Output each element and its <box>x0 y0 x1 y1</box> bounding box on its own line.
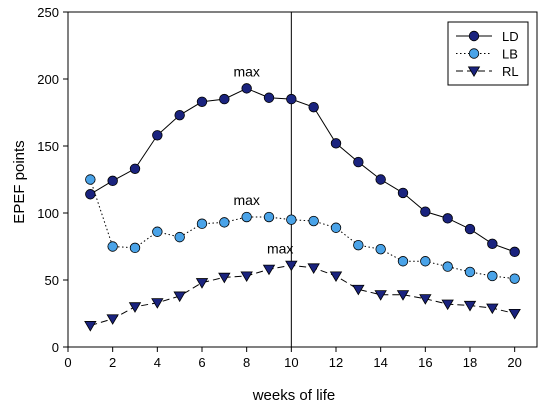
data-point-rl <box>106 314 119 325</box>
data-point-ld <box>174 109 185 121</box>
data-point-lb <box>420 256 431 267</box>
y-tick-label: 50 <box>45 273 59 288</box>
data-point-rl <box>84 321 97 332</box>
data-point-ld <box>219 93 230 105</box>
y-axis-title: EPEF points <box>11 140 28 223</box>
data-point-rl <box>262 264 276 276</box>
data-point-rl <box>352 284 365 296</box>
series-group <box>84 83 521 332</box>
y-tick-label: 200 <box>37 72 59 87</box>
data-point-rl <box>285 260 298 272</box>
series-line-ld <box>90 87 515 253</box>
data-point-rl <box>419 294 432 305</box>
y-tick-label: 150 <box>37 139 59 154</box>
data-point-ld <box>241 83 252 94</box>
legend-marker-ld <box>468 30 480 42</box>
y-tick-label: 0 <box>52 340 59 355</box>
data-point-lb <box>107 241 118 252</box>
max-annotation: max <box>233 63 259 79</box>
data-point-lb <box>375 243 386 255</box>
x-tick-label: 12 <box>329 355 343 370</box>
x-tick-label: 14 <box>373 355 387 370</box>
data-point-rl <box>218 272 231 284</box>
data-point-lb <box>397 256 409 267</box>
legend-label-rl: RL <box>502 64 519 79</box>
data-point-ld <box>397 187 409 199</box>
data-point-lb <box>509 273 520 284</box>
data-point-ld <box>330 138 342 149</box>
max-annotation: max <box>267 240 293 256</box>
data-point-ld <box>107 175 118 187</box>
data-point-rl <box>396 290 410 301</box>
y-tick-label: 250 <box>37 5 59 20</box>
data-point-ld <box>196 96 208 107</box>
data-point-lb <box>219 217 230 228</box>
data-point-lb <box>129 242 141 254</box>
data-point-lb <box>152 226 163 237</box>
x-axis-title: weeks of life <box>252 387 336 404</box>
data-point-ld <box>263 92 275 103</box>
legend-marker-lb <box>468 48 480 59</box>
annotations-group: max max max <box>233 63 293 256</box>
data-point-ld <box>129 163 141 174</box>
data-point-rl <box>151 298 164 309</box>
series-line-rl <box>90 264 515 327</box>
data-point-ld <box>152 130 163 141</box>
data-point-ld <box>442 213 453 224</box>
data-point-ld <box>286 93 297 105</box>
data-point-lb <box>286 214 297 225</box>
data-point-ld <box>487 238 498 250</box>
x-tick-label: 18 <box>463 355 477 370</box>
data-point-lb <box>241 211 252 223</box>
data-point-lb <box>464 266 476 278</box>
legend-marker-rl <box>467 66 481 78</box>
data-point-ld <box>353 156 364 168</box>
x-tick-label: 20 <box>507 355 521 370</box>
x-tick-label: 16 <box>418 355 432 370</box>
x-tick-label: 0 <box>64 355 71 370</box>
legend-label-ld: LD <box>502 29 519 44</box>
max-annotation: max <box>233 192 259 208</box>
x-tick-label: 4 <box>154 355 161 370</box>
data-point-lb <box>353 239 364 251</box>
data-point-rl <box>307 263 320 274</box>
data-point-lb <box>85 174 96 185</box>
x-tick-label: 8 <box>243 355 250 370</box>
data-point-rl <box>173 291 186 303</box>
data-point-ld <box>464 223 476 235</box>
data-point-rl <box>486 303 499 315</box>
data-point-lb <box>330 222 342 233</box>
data-point-lb <box>174 231 185 243</box>
data-point-rl <box>128 302 142 313</box>
data-point-rl <box>329 271 343 282</box>
x-tick-label: 2 <box>109 355 116 370</box>
x-tick-label: 6 <box>198 355 205 370</box>
data-point-ld <box>509 246 520 258</box>
data-point-rl <box>508 308 521 320</box>
legend: LD LB RL <box>447 21 529 86</box>
data-point-lb <box>442 261 453 272</box>
y-tick-label: 100 <box>37 206 59 221</box>
data-point-ld <box>420 206 431 217</box>
data-point-lb <box>308 215 319 227</box>
data-point-lb <box>196 218 208 229</box>
legend-label-lb: LB <box>502 47 518 62</box>
data-point-rl <box>374 290 387 301</box>
data-point-ld <box>375 174 386 185</box>
data-point-ld <box>308 101 319 113</box>
x-tick-label: 10 <box>284 355 298 370</box>
data-point-rl <box>441 299 454 311</box>
data-point-lb <box>263 211 275 223</box>
data-point-lb <box>487 270 498 282</box>
data-point-rl <box>195 278 209 289</box>
data-point-rl <box>463 300 477 312</box>
data-point-ld <box>85 189 96 200</box>
data-point-rl <box>240 271 253 282</box>
plot-frame <box>67 11 538 348</box>
